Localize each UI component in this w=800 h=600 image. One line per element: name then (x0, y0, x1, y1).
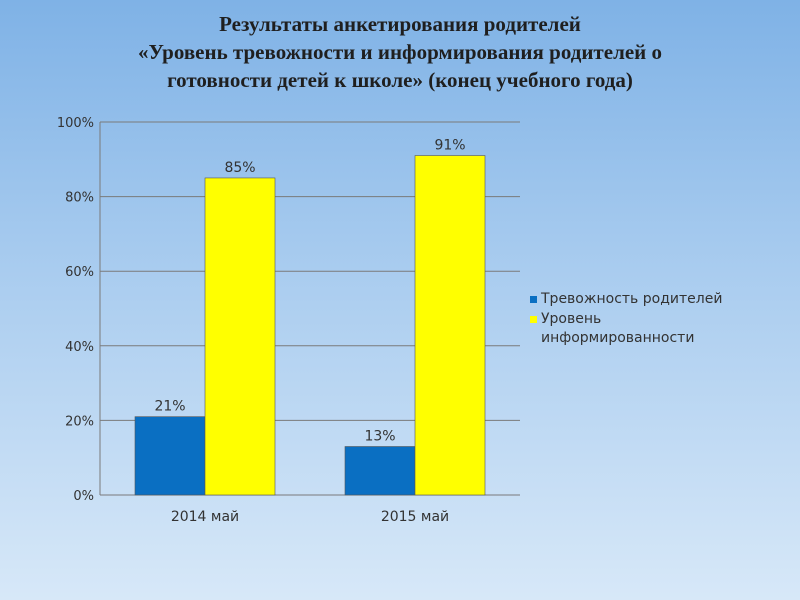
y-tick-label-20: 20% (65, 414, 94, 429)
x-category-label-1: 2015 май (381, 509, 449, 525)
data-label-anxiety-1: 13% (364, 429, 395, 445)
y-tick-label-40: 40% (65, 340, 94, 355)
legend: Тревожность родителей Уровень информиров… (528, 290, 788, 349)
bar-anxiety-0 (134, 416, 206, 496)
legend-label-awareness-2: информированности (541, 330, 695, 346)
legend-label-anxiety: Тревожность родителей (541, 291, 723, 307)
y-tick-label-60: 60% (65, 265, 94, 280)
chart-title: Результаты анкетирования родителей «Уров… (0, 10, 800, 94)
bar-awareness-0 (204, 177, 276, 496)
legend-label-awareness-1: Уровень (541, 311, 602, 327)
data-label-awareness-1: 91% (434, 138, 465, 154)
title-line-3: готовности детей к школе» (конец учебног… (167, 68, 633, 92)
y-tick-label-100: 100% (57, 116, 94, 131)
legend-item-anxiety: Тревожность родителей (528, 290, 788, 309)
y-tick-label-0: 0% (73, 489, 94, 504)
x-category-label-0: 2014 май (171, 509, 239, 525)
legend-item-awareness: Уровень информированности (528, 310, 788, 348)
data-label-anxiety-0: 21% (154, 399, 185, 415)
title-line-1: Результаты анкетирования родителей (219, 12, 581, 36)
bar-anxiety-1 (344, 446, 416, 496)
title-line-2: «Уровень тревожности и информирования ро… (137, 40, 663, 64)
bar-awareness-1 (414, 155, 486, 496)
legend-swatch-anxiety (530, 296, 537, 303)
y-tick-label-80: 80% (65, 191, 94, 206)
data-label-awareness-0: 85% (224, 160, 255, 176)
legend-swatch-awareness (530, 316, 537, 323)
